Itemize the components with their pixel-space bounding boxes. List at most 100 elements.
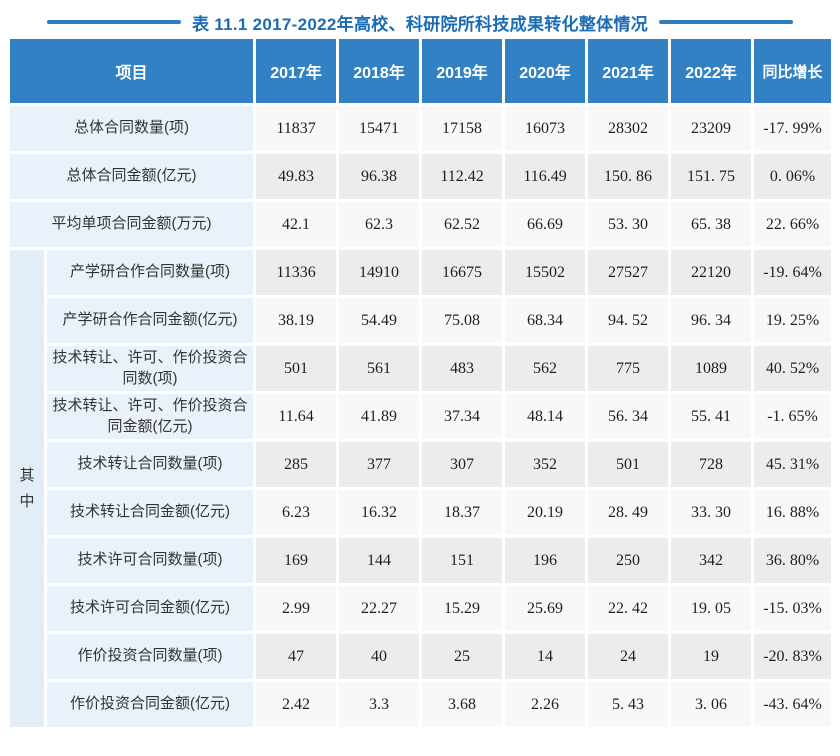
cell-2017: 11336 bbox=[256, 250, 337, 295]
row-label: 技术转让合同金额(亿元) bbox=[47, 490, 254, 535]
cell-2019: 307 bbox=[422, 442, 503, 487]
cell-2019: 62.52 bbox=[422, 202, 503, 247]
cell-2020: 2.26 bbox=[505, 682, 586, 727]
cell-growth: 19. 25% bbox=[754, 298, 832, 343]
cell-2019: 75.08 bbox=[422, 298, 503, 343]
cell-2019: 483 bbox=[422, 346, 503, 391]
cell-2017: 47 bbox=[256, 634, 337, 679]
cell-2020: 48.14 bbox=[505, 394, 586, 439]
cell-growth: 36. 80% bbox=[754, 538, 832, 583]
page-title: 表 11.1 2017-2022年高校、科研院所科技成果转化整体情况 bbox=[191, 14, 649, 34]
cell-2017: 2.42 bbox=[256, 682, 337, 727]
cell-2022: 33. 30 bbox=[671, 490, 752, 535]
header-year-2017: 2017年 bbox=[256, 39, 337, 103]
cell-2019: 17158 bbox=[422, 106, 503, 151]
cell-growth: -43. 64% bbox=[754, 682, 832, 727]
header-year-2021: 2021年 bbox=[588, 39, 669, 103]
cell-2021: 150. 86 bbox=[588, 154, 669, 199]
cell-2019: 37.34 bbox=[422, 394, 503, 439]
cell-2021: 28302 bbox=[588, 106, 669, 151]
cell-2020: 15502 bbox=[505, 250, 586, 295]
cell-2022: 728 bbox=[671, 442, 752, 487]
cell-2022: 3. 06 bbox=[671, 682, 752, 727]
cell-2020: 66.69 bbox=[505, 202, 586, 247]
title-left-rule bbox=[46, 20, 181, 24]
row-label: 技术转让合同数量(项) bbox=[47, 442, 254, 487]
cell-growth: 40. 52% bbox=[754, 346, 832, 391]
cell-2017: 6.23 bbox=[256, 490, 337, 535]
cell-2020: 20.19 bbox=[505, 490, 586, 535]
cell-growth: 45. 31% bbox=[754, 442, 832, 487]
cell-growth: -15. 03% bbox=[754, 586, 832, 631]
cell-2021: 53. 30 bbox=[588, 202, 669, 247]
group-cell: 其中 bbox=[10, 250, 44, 727]
header-year-2020: 2020年 bbox=[505, 39, 586, 103]
cell-2020: 25.69 bbox=[505, 586, 586, 631]
cell-2022: 55. 41 bbox=[671, 394, 752, 439]
cell-2019: 3.68 bbox=[422, 682, 503, 727]
cell-2018: 41.89 bbox=[339, 394, 420, 439]
header-year-2018: 2018年 bbox=[339, 39, 420, 103]
header-item: 项目 bbox=[10, 39, 254, 103]
cell-2022: 22120 bbox=[671, 250, 752, 295]
cell-growth: -19. 64% bbox=[754, 250, 832, 295]
table-row: 技术转让、许可、作价投资合同金额(亿元) 11.64 41.89 37.34 4… bbox=[10, 394, 832, 439]
cell-growth: 22. 66% bbox=[754, 202, 832, 247]
row-label: 总体合同数量(项) bbox=[10, 106, 254, 151]
row-label: 技术转让、许可、作价投资合同数(项) bbox=[47, 346, 254, 391]
cell-2022: 19. 05 bbox=[671, 586, 752, 631]
cell-2017: 49.83 bbox=[256, 154, 337, 199]
cell-2021: 27527 bbox=[588, 250, 669, 295]
cell-2019: 25 bbox=[422, 634, 503, 679]
cell-2017: 169 bbox=[256, 538, 337, 583]
row-label: 技术转让、许可、作价投资合同金额(亿元) bbox=[47, 394, 254, 439]
header-row: 项目 2017年 2018年 2019年 2020年 2021年 2022年 同… bbox=[10, 39, 832, 103]
cell-growth: -1. 65% bbox=[754, 394, 832, 439]
row-label: 总体合同金额(亿元) bbox=[10, 154, 254, 199]
row-label: 技术许可合同金额(亿元) bbox=[47, 586, 254, 631]
table-row: 其中 产学研合作合同数量(项) 11336 14910 16675 15502 … bbox=[10, 250, 832, 727]
cell-2017: 42.1 bbox=[256, 202, 337, 247]
cell-2022: 19 bbox=[671, 634, 752, 679]
table-row: 技术转让合同金额(亿元) 6.23 16.32 18.37 20.19 28. … bbox=[10, 490, 832, 535]
cell-2021: 28. 49 bbox=[588, 490, 669, 535]
cell-2019: 151 bbox=[422, 538, 503, 583]
cell-growth: -20. 83% bbox=[754, 634, 832, 679]
cell-2021: 24 bbox=[588, 634, 669, 679]
cell-2021: 250 bbox=[588, 538, 669, 583]
cell-2022: 342 bbox=[671, 538, 752, 583]
table-title-bar: 表 11.1 2017-2022年高校、科研院所科技成果转化整体情况 bbox=[0, 0, 840, 35]
cell-2019: 15.29 bbox=[422, 586, 503, 631]
title-right-rule bbox=[659, 20, 794, 24]
table-row: 产学研合作合同金额(亿元) 38.19 54.49 75.08 68.34 94… bbox=[10, 298, 832, 343]
cell-growth: -17. 99% bbox=[754, 106, 832, 151]
header-year-2019: 2019年 bbox=[422, 39, 503, 103]
cell-2017: 501 bbox=[256, 346, 337, 391]
cell-2020: 68.34 bbox=[505, 298, 586, 343]
cell-2018: 3.3 bbox=[339, 682, 420, 727]
header-growth: 同比增长 bbox=[754, 39, 832, 103]
header-year-2022: 2022年 bbox=[671, 39, 752, 103]
table-row: 总体合同金额(亿元) 49.83 96.38 112.42 116.49 150… bbox=[10, 154, 832, 199]
cell-2017: 11837 bbox=[256, 106, 337, 151]
cell-2018: 561 bbox=[339, 346, 420, 391]
cell-2018: 22.27 bbox=[339, 586, 420, 631]
data-table: 项目 2017年 2018年 2019年 2020年 2021年 2022年 同… bbox=[7, 36, 834, 730]
cell-2020: 562 bbox=[505, 346, 586, 391]
cell-2018: 15471 bbox=[339, 106, 420, 151]
table-row: 技术转让合同数量(项) 285 377 307 352 501 728 45. … bbox=[10, 442, 832, 487]
cell-2019: 18.37 bbox=[422, 490, 503, 535]
cell-2021: 501 bbox=[588, 442, 669, 487]
cell-2018: 377 bbox=[339, 442, 420, 487]
cell-2020: 116.49 bbox=[505, 154, 586, 199]
cell-2017: 11.64 bbox=[256, 394, 337, 439]
cell-2018: 40 bbox=[339, 634, 420, 679]
cell-2021: 775 bbox=[588, 346, 669, 391]
cell-2022: 65. 38 bbox=[671, 202, 752, 247]
row-label: 平均单项合同金额(万元) bbox=[10, 202, 254, 247]
cell-2019: 112.42 bbox=[422, 154, 503, 199]
table-row: 作价投资合同数量(项) 47 40 25 14 24 19 -20. 83% bbox=[10, 634, 832, 679]
table-row: 技术转让、许可、作价投资合同数(项) 501 561 483 562 775 1… bbox=[10, 346, 832, 391]
cell-2022: 23209 bbox=[671, 106, 752, 151]
cell-2018: 144 bbox=[339, 538, 420, 583]
